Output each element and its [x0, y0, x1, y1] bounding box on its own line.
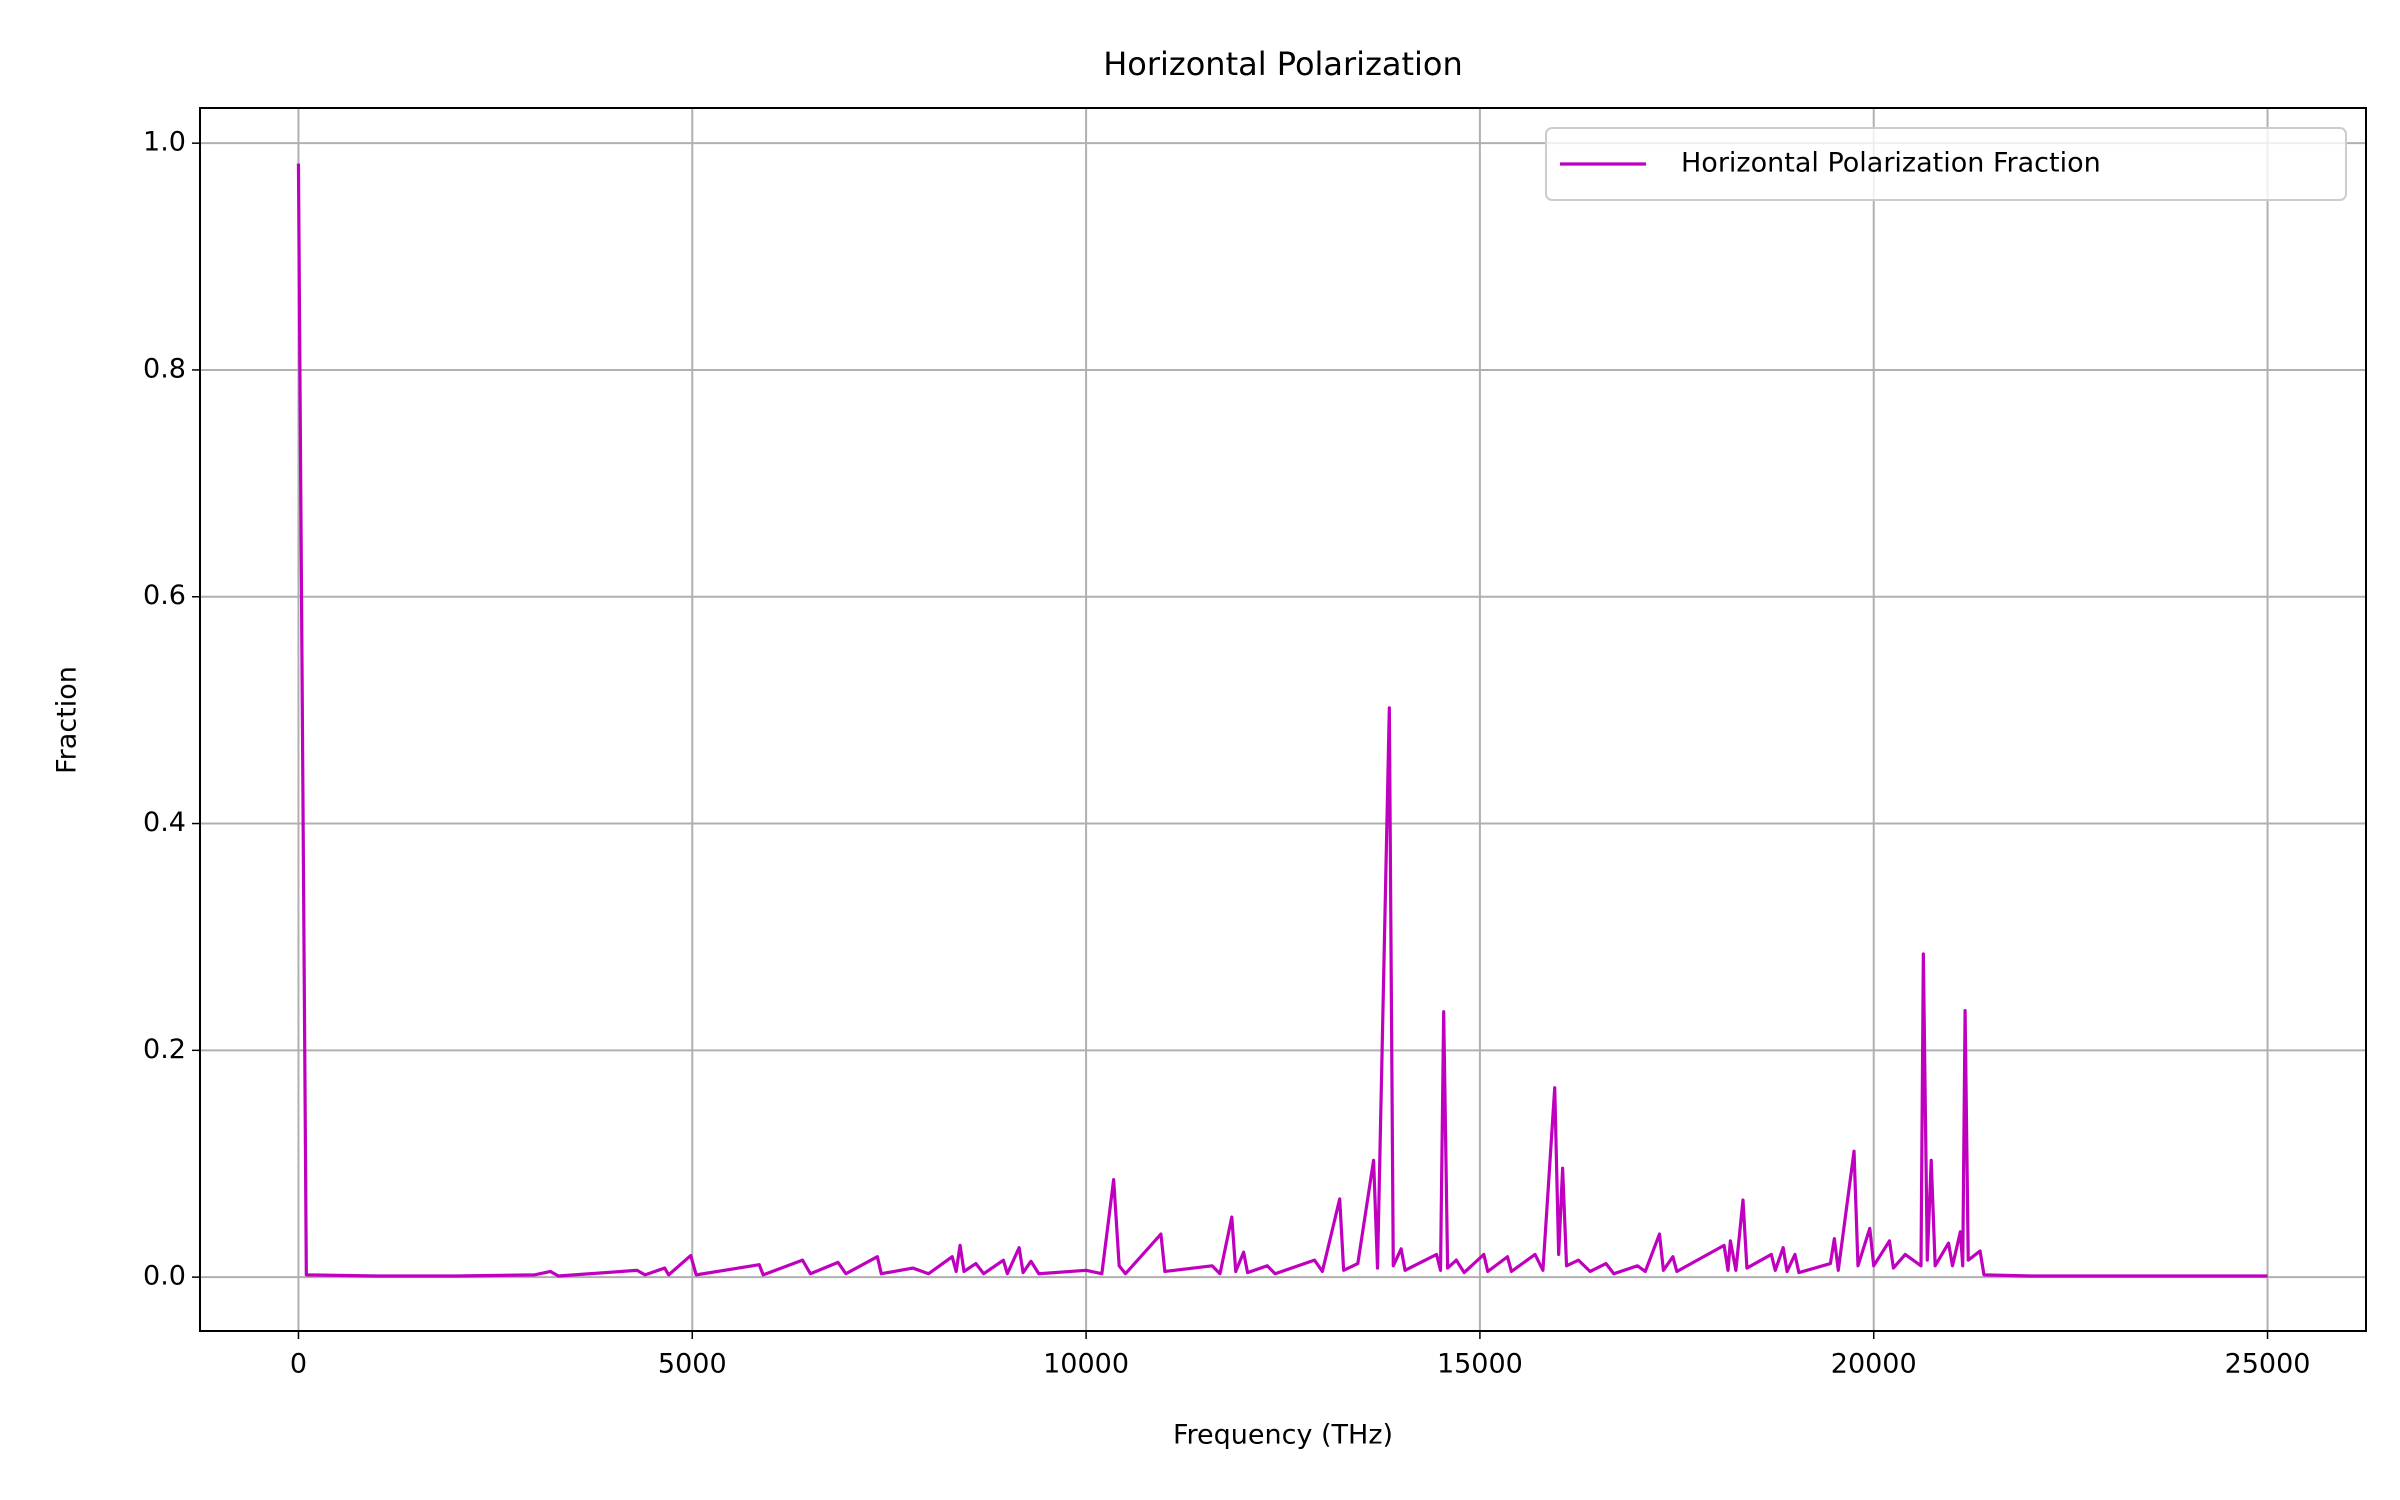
x-tick-label: 25000	[2225, 1349, 2311, 1380]
x-tick-label: 5000	[658, 1349, 727, 1380]
x-axis-label: Frequency (THz)	[1173, 1420, 1393, 1451]
x-tick-label: 0	[290, 1349, 307, 1380]
legend-box	[1545, 127, 2347, 201]
plot-frame	[199, 107, 2367, 1332]
y-tick-label: 0.8	[143, 353, 186, 384]
data-line	[296, 163, 2268, 1278]
x-tick-label: 15000	[1437, 1349, 1523, 1380]
y-tick-label: 0.6	[143, 580, 186, 611]
y-tick-label: 1.0	[143, 127, 186, 158]
legend-label: Horizontal Polarization Fraction	[1681, 148, 2101, 179]
y-tick-label: 0.2	[143, 1034, 186, 1065]
y-axis-label: Fraction	[52, 666, 83, 774]
x-tick-label: 20000	[1831, 1349, 1917, 1380]
chart-title: Horizontal Polarization	[1103, 45, 1463, 83]
y-tick-label: 0.4	[143, 807, 186, 838]
y-tick-label: 0.0	[143, 1261, 186, 1292]
x-tick-label: 10000	[1043, 1349, 1129, 1380]
